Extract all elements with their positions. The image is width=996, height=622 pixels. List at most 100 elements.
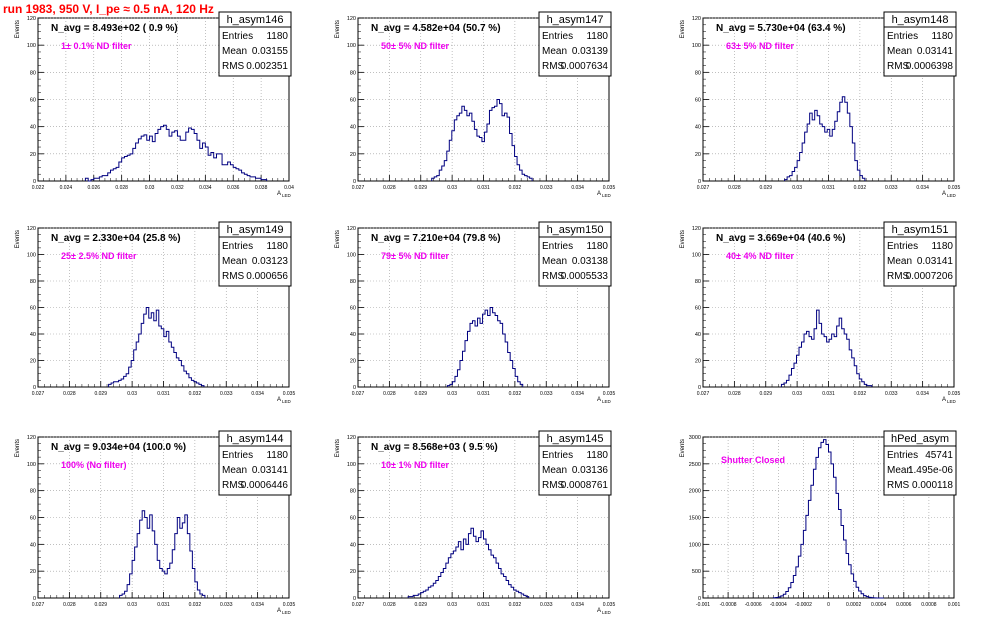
histogram-panel-h_asym151: 0 20 40 60 80 100 120 0.027 0.028 0.029 0.03 0.031 0…: [680, 221, 960, 404]
x-tick-label: 0.035: [603, 185, 616, 191]
navg-label: N_avg = 3.669e+04 (40.6 %): [716, 233, 846, 244]
stats-value-mean: 0.03123: [252, 256, 289, 267]
y-tick-label: 120: [347, 226, 356, 232]
x-axis-label-main: A: [942, 397, 946, 403]
x-tick-label: 0.035: [948, 185, 961, 191]
y-tick-label: 100: [692, 253, 701, 259]
navg-label: N_avg = 4.582e+04 (50.7 %): [371, 23, 501, 34]
stats-value-mean: 1.495e-06: [908, 465, 953, 476]
stats-box-frame: [883, 221, 957, 287]
y-tick-label: 20: [695, 359, 701, 365]
x-tick-label: 0.026: [88, 185, 101, 191]
x-tick-label: 0.031: [157, 602, 170, 608]
x-tick-label: 0.03: [792, 185, 802, 191]
x-tick-label: 0.031: [477, 602, 490, 608]
stats-value-mean: 0.03141: [917, 46, 954, 57]
y-tick-label: 0: [698, 385, 701, 391]
stats-value-mean: 0.03139: [572, 46, 609, 57]
y-tick-label: 100: [692, 43, 701, 49]
y-tick-label: 80: [350, 70, 356, 76]
stats-label-rms: RMS: [222, 480, 245, 491]
filter-annotation: 25± 2.5% ND filter: [61, 251, 137, 261]
x-tick-label: 0.035: [603, 391, 616, 397]
stats-hist-name: h_asym150: [547, 224, 604, 236]
filter-annotation: 79± 5% ND filter: [381, 251, 449, 261]
stats-label-mean: Mean: [222, 256, 247, 267]
stats-label-mean: Mean: [542, 256, 567, 267]
x-tick-label: 0.032: [509, 185, 522, 191]
histogram-series: [780, 309, 873, 387]
x-tick-label: 0.032: [189, 391, 202, 397]
x-tick-label: 0.024: [60, 185, 73, 191]
stats-box-frame: [538, 430, 612, 496]
x-tick-label: 0.033: [540, 391, 553, 397]
y-tick-label: 120: [27, 16, 36, 22]
x-tick-label: 0.033: [540, 602, 553, 608]
x-axis-label: ALED: [942, 191, 957, 198]
x-axis-label-main: A: [277, 608, 281, 614]
y-tick-label: 0: [698, 179, 701, 185]
y-tick-label: 1500: [689, 516, 701, 522]
stats-value-mean: 0.03155: [252, 46, 289, 57]
x-axis-label-sub: LED: [282, 610, 292, 615]
stats-box: h_asym146 Entries 1180 Mean 0.03155 RMS 0.0023…: [218, 11, 292, 77]
stats-box: h_asym145 Entries 1180 Mean 0.03136 RMS0.0008…: [538, 430, 612, 496]
y-tick-label: 40: [350, 542, 356, 548]
x-tick-label: 0.03: [447, 391, 457, 397]
stats-value-rms: 0.0006446: [241, 480, 289, 491]
stats-hist-name: h_asym148: [892, 14, 949, 26]
stats-box: h_asym144 Entries 1180 Mean 0.03141 RMS0.0006…: [218, 430, 292, 496]
x-tick-label: 0.027: [32, 602, 45, 608]
x-tick-label: 0.035: [603, 602, 616, 608]
x-axis-label: ALED: [597, 397, 612, 404]
y-tick-label: 100: [347, 43, 356, 49]
x-tick-label: 0.038: [255, 185, 268, 191]
stats-box: h_asym148 Entries 1180 Mean 0.03141 RMS0.0006…: [883, 11, 957, 77]
histogram-panel-h_asym149: 0 20 40 60 80 100 120 0.027 0.028 0.029 0.03 0.031 0…: [15, 221, 295, 404]
x-tick-label: 0.03: [127, 391, 137, 397]
x-tick-label: 0.032: [854, 185, 867, 191]
y-tick-label: 60: [695, 98, 701, 104]
stats-hist-name: hPed_asym: [891, 433, 949, 445]
x-tick-label: 0.029: [759, 391, 772, 397]
x-tick-label: 0.028: [383, 602, 396, 608]
x-tick-label: 0.028: [115, 185, 128, 191]
stats-label-entries: Entries: [222, 241, 253, 252]
stats-hist-name: h_asym146: [227, 14, 284, 26]
stats-value-entries: 1180: [931, 31, 953, 42]
x-axis-label-main: A: [597, 397, 601, 403]
stats-value-entries: 45741: [925, 450, 953, 461]
x-tick-label: 0.03: [145, 185, 155, 191]
stats-box: h_asym150 Entries 1180 Mean 0.03138 RMS0.0005…: [538, 221, 612, 287]
y-tick-label: 120: [347, 435, 356, 441]
filter-annotation: 10± 1% ND filter: [381, 460, 449, 470]
x-tick-label: 0.029: [759, 185, 772, 191]
y-tick-label: 120: [27, 226, 36, 232]
x-tick-label: 0.027: [697, 185, 710, 191]
filter-annotation: 100% (No filter): [61, 460, 127, 470]
histogram-series: [446, 307, 524, 387]
x-tick-label: 0.034: [251, 391, 264, 397]
histogram-series: [407, 527, 530, 598]
x-tick-label: 0.027: [352, 391, 365, 397]
stats-label-mean: Mean: [542, 465, 567, 476]
x-tick-label: 0.028: [728, 185, 741, 191]
x-tick-label: 0.028: [63, 602, 76, 608]
y-axis-label: Events: [15, 439, 21, 457]
x-tick-label: 0.027: [32, 391, 45, 397]
x-tick-label: 0.032: [854, 391, 867, 397]
x-tick-label: -0.0006: [745, 602, 762, 608]
x-tick-label: -0.0008: [720, 602, 737, 608]
y-tick-label: 100: [347, 253, 356, 259]
x-axis-label-main: A: [597, 191, 601, 197]
page-title: run 1983, 950 V, I_pe ≈ 0.5 nA, 120 Hz: [3, 2, 214, 16]
histogram-panel-h_asym144: 0 20 40 60 80 100 120 0.027 0.028 0.029 0.03 0.031 0…: [15, 430, 295, 615]
stats-value-entries: 1180: [266, 450, 288, 461]
y-tick-label: 1000: [689, 542, 701, 548]
x-tick-label: 0.029: [414, 602, 427, 608]
y-axis-label: Events: [680, 439, 686, 457]
x-axis-label-main: A: [277, 191, 281, 197]
stats-value-rms: 0.0007634: [561, 61, 609, 72]
y-tick-label: 0: [698, 596, 701, 602]
y-tick-label: 60: [30, 306, 36, 312]
